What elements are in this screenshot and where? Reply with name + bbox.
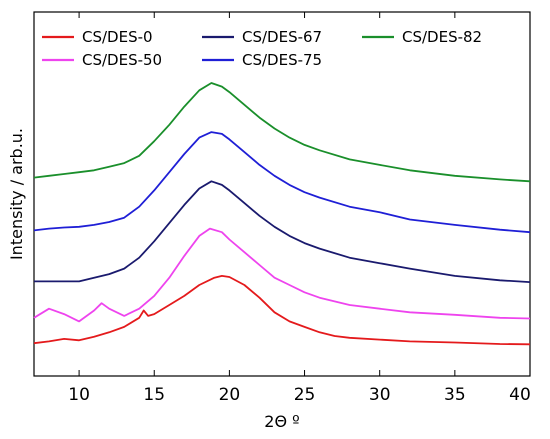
legend: CS/DES-0 CS/DES-50 CS/DES-67 CS/DES-75 CS/DE… xyxy=(42,28,482,69)
x-axis-label: 2Θ º xyxy=(264,412,299,431)
series-layer xyxy=(33,82,531,346)
series-line-5 xyxy=(33,82,531,183)
series-line-3 xyxy=(34,180,531,283)
x-tick-label: 40 xyxy=(509,385,531,405)
x-tick-label: 25 xyxy=(294,385,316,405)
series-line-4 xyxy=(33,131,531,234)
x-tick-label: 20 xyxy=(219,385,241,405)
plot-frame xyxy=(33,11,531,377)
series-line-1 xyxy=(33,275,531,346)
legend-label-5: CS/DES-82 xyxy=(402,28,482,46)
legend-label-4: CS/DES-75 xyxy=(242,51,322,69)
legend-label-2: CS/DES-50 xyxy=(82,51,162,69)
x-tick-label: 10 xyxy=(68,385,90,405)
y-axis-label: Intensity / arb.u. xyxy=(7,128,26,260)
legend-label-3: CS/DES-67 xyxy=(242,28,322,46)
x-tick-label: 15 xyxy=(143,385,165,405)
x-tick-label: 35 xyxy=(444,385,466,405)
x-ticks: 10 15 20 25 30 35 40 xyxy=(68,12,531,405)
legend-label-1: CS/DES-0 xyxy=(82,28,153,46)
series-line-2 xyxy=(33,227,531,323)
x-tick-label: 30 xyxy=(369,385,391,405)
